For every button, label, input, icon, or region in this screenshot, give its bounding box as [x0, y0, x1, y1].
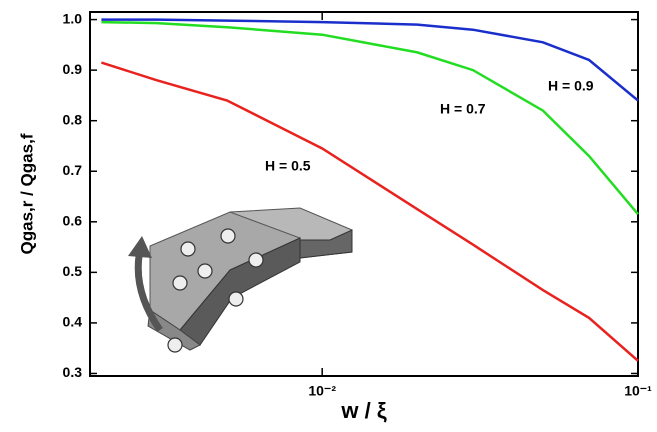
series-label: H = 0.9	[548, 78, 594, 94]
y-tick-label: 1.0	[63, 10, 83, 26]
y-tick-label: 0.3	[63, 364, 83, 380]
x-tick-label: 10⁻¹	[624, 383, 652, 399]
y-tick-label: 0.5	[63, 263, 83, 279]
data-line	[101, 61, 639, 362]
y-tick-label: 0.6	[63, 213, 83, 229]
x-tick-label: 10⁻²	[308, 383, 336, 399]
inset-illustration	[128, 207, 353, 353]
y-axis-label: Qgas,r / Qgas,f	[17, 133, 36, 254]
series-label: H = 0.7	[440, 101, 486, 117]
y-tick-label: 0.8	[63, 111, 83, 127]
y-tick-label: 0.7	[63, 162, 83, 178]
plot-frame	[89, 11, 639, 377]
data-line	[101, 20, 639, 216]
series-label: H = 0.5	[265, 158, 311, 174]
x-axis-label: w / ξ	[340, 398, 386, 423]
y-tick-label: 0.9	[63, 61, 83, 77]
y-tick-label: 0.4	[63, 314, 83, 330]
data-line	[101, 18, 639, 102]
